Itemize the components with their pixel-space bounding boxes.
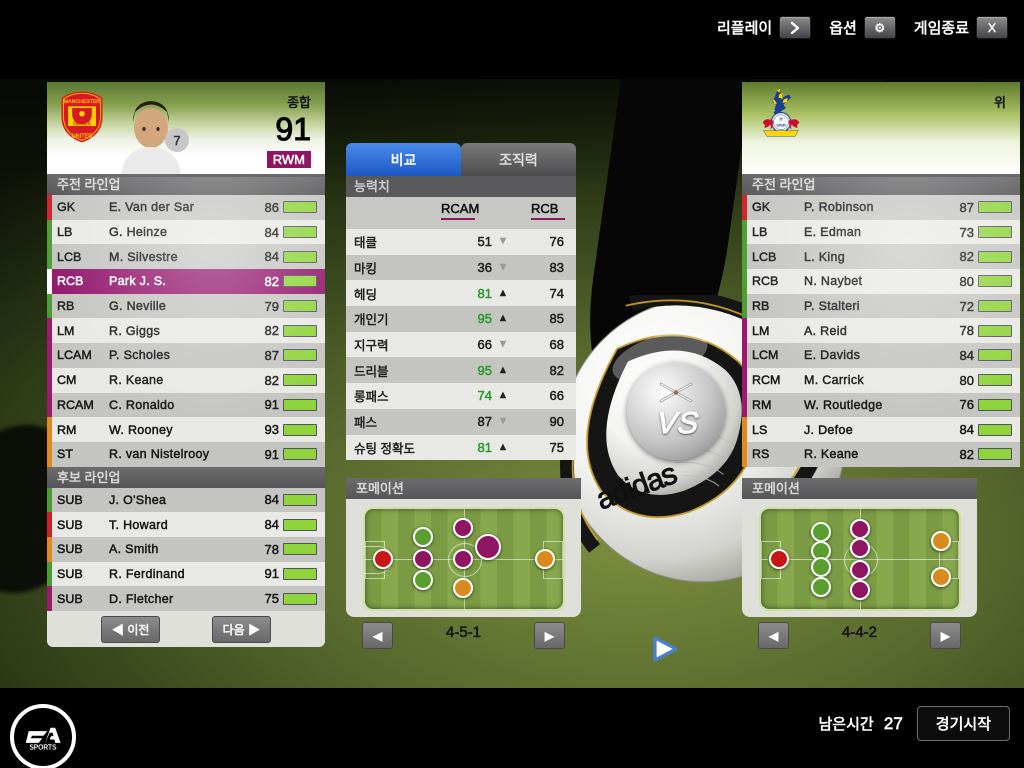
svg-text:UNITED: UNITED [72, 133, 93, 139]
svg-text:DEVILS: DEVILS [73, 121, 91, 127]
svg-text:MANCHESTER: MANCHESTER [64, 99, 100, 105]
svg-text:H: H [779, 117, 782, 122]
svg-text:SPUR: SPUR [776, 123, 786, 127]
svg-text:SPORTS: SPORTS [29, 745, 57, 752]
